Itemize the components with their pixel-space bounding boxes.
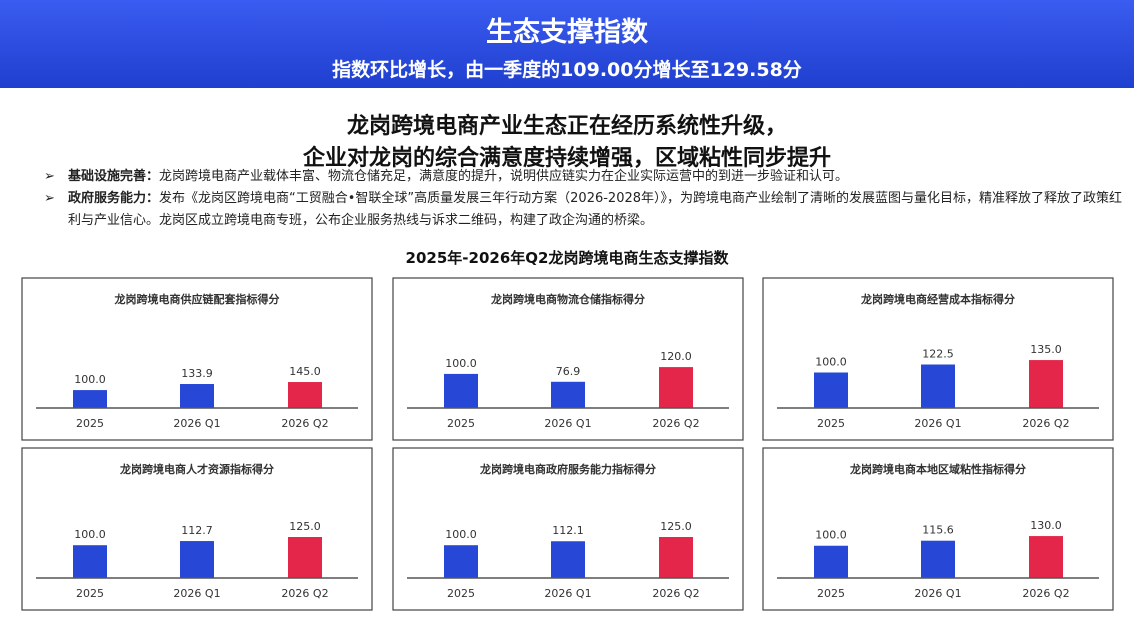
bar — [551, 381, 585, 408]
bar — [180, 541, 214, 578]
bullet: ➢ 政府服务能力：发布《龙岗区跨境电商“工贸融合•智联全球”高质量发展三年行动方案… — [44, 191, 1123, 228]
value-label: 100.0 — [445, 528, 477, 541]
value-label: 112.1 — [552, 524, 584, 537]
value-label: 133.9 — [181, 367, 213, 380]
bar — [1029, 536, 1063, 578]
x-tick-label: 2026 Q1 — [914, 417, 961, 430]
chart-panel — [392, 447, 744, 611]
bar — [921, 364, 955, 408]
bar — [551, 541, 585, 578]
bar — [814, 545, 848, 578]
x-tick-label: 2025 — [76, 417, 104, 430]
x-tick-label: 2026 Q2 — [652, 587, 699, 600]
chart-panel — [21, 277, 373, 441]
x-tick-label: 2026 Q2 — [281, 417, 328, 430]
value-label: 145.0 — [289, 365, 321, 378]
value-label: 130.0 — [1030, 519, 1062, 532]
value-label: 120.0 — [660, 350, 692, 363]
x-tick-label: 2026 Q1 — [544, 417, 591, 430]
header: 生态支撑指数 指数环比增长，由一季度的109.00分增长至129.58分 — [0, 0, 1134, 88]
x-tick-label: 2025 — [447, 587, 475, 600]
value-label: 125.0 — [660, 520, 692, 533]
header-title: 生态支撑指数 — [486, 17, 648, 48]
x-tick-label: 2025 — [447, 417, 475, 430]
chart-panel — [21, 447, 373, 611]
bar — [814, 372, 848, 408]
bar — [444, 545, 478, 578]
headline: 龙岗跨境电商产业生态正在经历系统性升级， — [346, 114, 787, 139]
bullet-text: 发布《龙岗区跨境电商“工贸融合•智联全球”高质量发展三年行动方案（2026-20… — [68, 191, 1123, 228]
value-label: 100.0 — [74, 528, 106, 541]
x-tick-label: 2026 Q1 — [173, 587, 220, 600]
x-tick-label: 2026 Q1 — [914, 587, 961, 600]
bullet-label: 政府服务能力： — [68, 191, 160, 206]
bar — [288, 537, 322, 578]
charts: 龙岗跨境电商供应链配套指标得分 100.0 2025 133.9 2026 Q1 145.… — [21, 277, 1114, 611]
value-label: 100.0 — [815, 529, 847, 542]
bullet: ➢ 基础设施完善：龙岗跨境电商产业载体丰富、物流仓储充足，满意度的提升，说明供应链… — [44, 169, 849, 184]
bar — [73, 390, 107, 408]
x-tick-label: 2026 Q2 — [1022, 587, 1069, 600]
chart-title: 龙岗跨境电商政府服务能力指标得分 — [479, 462, 656, 476]
x-tick-label: 2025 — [76, 587, 104, 600]
value-label: 122.5 — [922, 348, 954, 361]
bar — [180, 384, 214, 408]
chart-panel — [762, 447, 1114, 611]
headline: 企业对龙岗的综合满意度持续增强，区域粘性同步提升 — [302, 146, 831, 171]
chart-title: 龙岗跨境电商物流仓储指标得分 — [490, 292, 645, 306]
x-tick-label: 2025 — [817, 587, 845, 600]
chart-title: 龙岗跨境电商本地区域粘性指标得分 — [849, 462, 1026, 476]
x-tick-label: 2026 Q1 — [544, 587, 591, 600]
x-tick-label: 2026 Q2 — [652, 417, 699, 430]
bar — [1029, 360, 1063, 408]
bar — [444, 373, 478, 408]
bullet-text: 龙岗跨境电商产业载体丰富、物流仓储充足，满意度的提升，说明供应链实力在企业实际运… — [159, 169, 849, 184]
chart-title: 龙岗跨境电商供应链配套指标得分 — [114, 292, 280, 306]
x-tick-label: 2026 Q2 — [1022, 417, 1069, 430]
x-tick-label: 2025 — [817, 417, 845, 430]
chart-panel — [762, 277, 1114, 441]
bar — [288, 382, 322, 408]
value-label: 100.0 — [445, 357, 477, 370]
value-label: 100.0 — [815, 355, 847, 368]
value-label: 112.7 — [181, 524, 213, 537]
bar — [659, 367, 693, 408]
value-label: 125.0 — [289, 520, 321, 533]
bar — [921, 540, 955, 578]
bar — [659, 537, 693, 578]
chart-panel — [392, 277, 744, 441]
value-label: 76.9 — [556, 365, 581, 378]
value-label: 100.0 — [74, 373, 106, 386]
header-subtitle: 指数环比增长，由一季度的109.00分增长至129.58分 — [332, 59, 802, 81]
chart-title: 龙岗跨境电商人才资源指标得分 — [119, 462, 274, 476]
value-label: 135.0 — [1030, 343, 1062, 356]
bar — [73, 545, 107, 578]
chart-title: 龙岗跨境电商经营成本指标得分 — [860, 292, 1015, 306]
section-title: 2025年-2026年Q2龙岗跨境电商生态支撑指数 — [405, 249, 729, 267]
x-tick-label: 2026 Q1 — [173, 417, 220, 430]
x-tick-label: 2026 Q2 — [281, 587, 328, 600]
value-label: 115.6 — [922, 524, 954, 537]
bullet-label: 基础设施完善： — [68, 169, 160, 184]
